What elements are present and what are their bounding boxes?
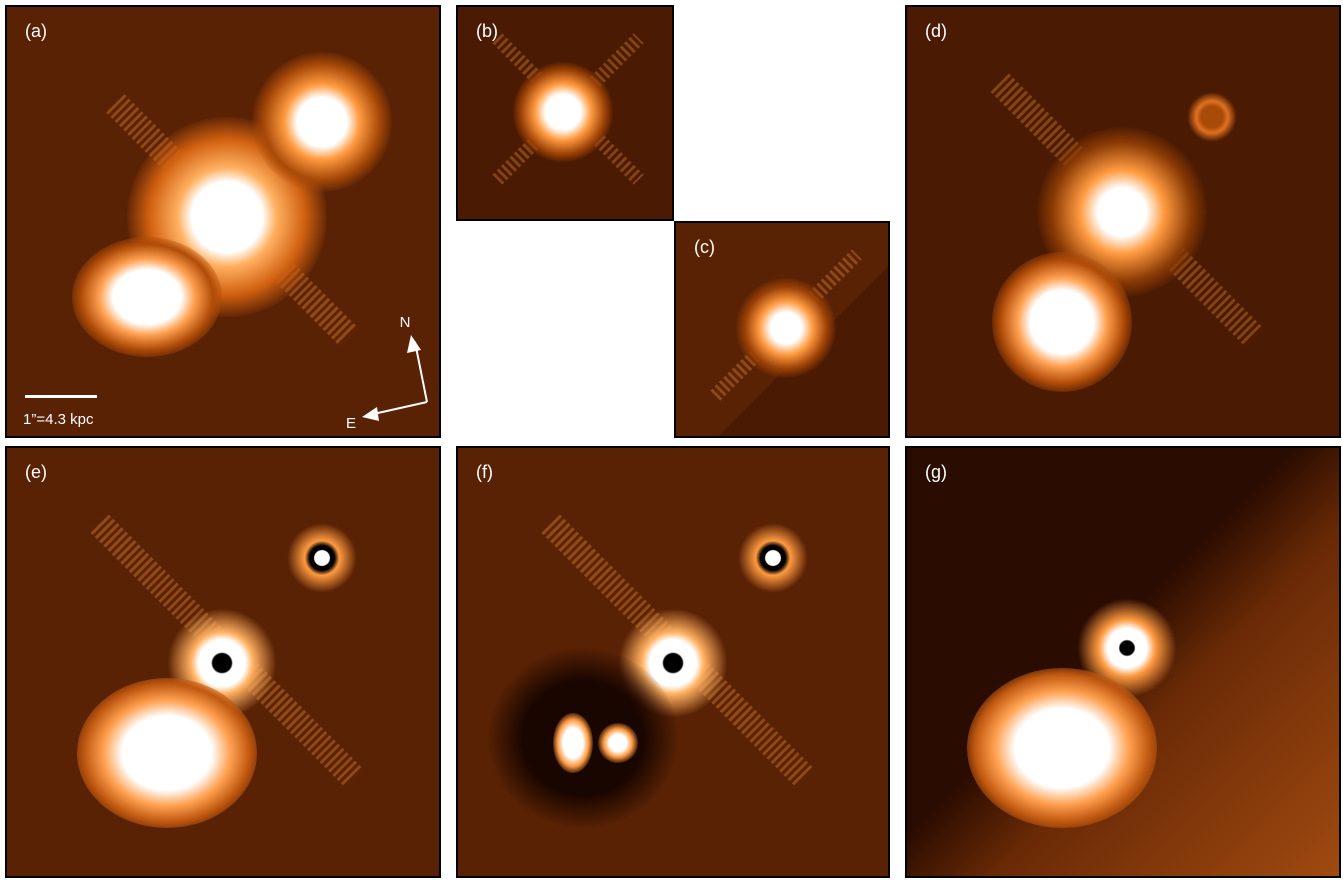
compass: N E [7,7,441,438]
compass-north: N [400,314,411,331]
compass-east: E [346,415,356,432]
panel-label: (e) [25,462,47,483]
panel-label: (d) [925,21,947,42]
panel-a: (a) 1”=4.3 kpc N E [5,5,441,438]
panel-d: (d) [905,5,1341,438]
galaxy [77,678,257,828]
panel-label: (c) [694,237,715,258]
panel-label: (f) [476,462,493,483]
panel-label: (g) [925,462,947,483]
panel-g: (g) [905,446,1341,878]
panel-c: (c) [674,221,890,438]
galaxy [992,252,1132,392]
galaxy [967,668,1157,828]
panel-b: (b) [456,5,674,221]
panel-e: (e) [5,446,441,878]
ring-residual [1187,92,1237,142]
figure: {"panels": [ {"label": "(a)"}, {"label":… [0,0,1343,880]
panel-label: (b) [476,21,498,42]
galaxy-knot [598,723,638,763]
star [736,278,836,378]
companion-residual [287,523,357,593]
panel-f: (f) [456,446,890,878]
galaxy-core [553,713,593,773]
companion-residual [738,523,808,593]
star [513,62,613,162]
